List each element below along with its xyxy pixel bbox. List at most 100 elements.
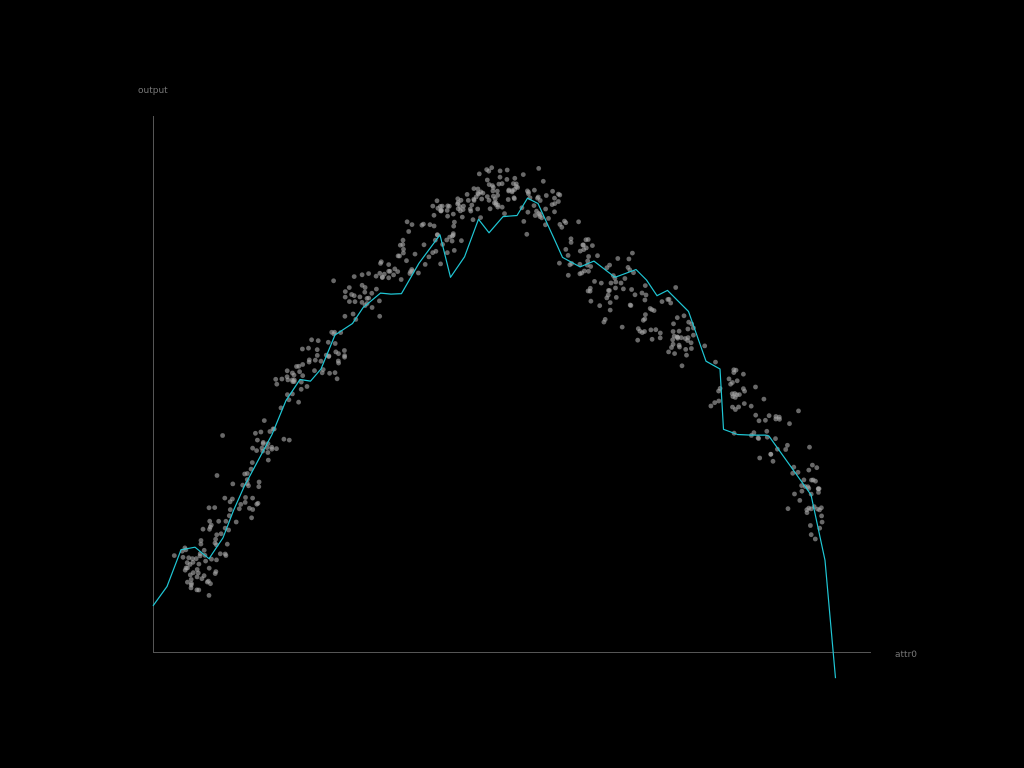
data-point [342, 289, 348, 294]
data-point [218, 531, 224, 537]
data-point [524, 231, 530, 237]
data-point [763, 417, 768, 423]
data-point [588, 298, 594, 304]
data-point [250, 495, 256, 501]
data-point [332, 370, 338, 376]
data-point [681, 313, 687, 319]
data-point [643, 312, 648, 317]
data-point [212, 505, 218, 510]
data-point [813, 478, 818, 484]
data-point [243, 495, 248, 500]
data-point [467, 206, 473, 212]
data-point [214, 532, 220, 538]
data-point [495, 192, 501, 198]
data-point [479, 196, 485, 202]
data-point [171, 553, 177, 558]
data-point [314, 347, 320, 353]
data-point [790, 470, 796, 476]
data-point [325, 339, 331, 345]
data-point [741, 371, 746, 377]
data-point [451, 223, 457, 229]
data-point [189, 581, 194, 586]
data-point [284, 374, 290, 380]
data-point [426, 254, 432, 260]
data-point [208, 522, 214, 528]
data-point [604, 295, 610, 301]
data-point [213, 569, 219, 574]
data-point [812, 536, 818, 542]
data-point [795, 469, 801, 475]
data-point [409, 222, 415, 228]
data-point [261, 418, 267, 423]
data-point [281, 436, 287, 442]
data-point [214, 473, 220, 478]
data-point [635, 337, 641, 343]
data-point [297, 369, 302, 375]
data-point [486, 197, 492, 203]
data-point [583, 245, 589, 251]
data-point [236, 506, 242, 512]
data-point [691, 332, 696, 338]
data-point [532, 213, 538, 218]
data-point [391, 272, 396, 278]
data-point [640, 317, 646, 323]
data-point [286, 437, 292, 443]
data-point [226, 527, 232, 533]
data-point [537, 212, 543, 217]
data-point [748, 403, 754, 409]
data-point [398, 277, 404, 282]
data-point [452, 219, 457, 225]
data-point [494, 188, 500, 194]
data-point [499, 204, 505, 210]
data-point [565, 272, 571, 278]
data-point [212, 540, 218, 546]
data-point [392, 266, 398, 272]
data-point [592, 279, 597, 284]
data-point [331, 278, 336, 284]
data-point [756, 418, 762, 424]
data-point [673, 285, 679, 290]
data-point [590, 243, 595, 249]
data-point [613, 279, 619, 285]
data-point [607, 300, 613, 305]
data-point [319, 370, 325, 376]
data-point [819, 513, 824, 519]
data-point [585, 237, 591, 242]
data-point [670, 341, 676, 347]
data-point [708, 403, 714, 409]
data-point [357, 294, 363, 300]
data-point [535, 194, 541, 200]
data-point [683, 347, 689, 352]
data-point [505, 197, 511, 202]
data-point [642, 297, 648, 303]
data-point [198, 541, 204, 547]
data-point [279, 376, 285, 382]
data-point [486, 168, 492, 174]
data-point [668, 300, 674, 306]
data-point [491, 193, 496, 199]
data-point [455, 201, 460, 207]
data-point [422, 262, 428, 267]
data-point [543, 206, 548, 212]
data-point [386, 262, 392, 267]
data-point [796, 408, 801, 414]
data-point [381, 271, 387, 277]
data-point [259, 445, 265, 451]
data-point [808, 523, 813, 528]
data-point [580, 242, 586, 248]
data-point [386, 275, 392, 281]
data-point [327, 370, 332, 376]
data-point [635, 326, 641, 332]
data-point [395, 253, 401, 259]
data-point [577, 271, 583, 277]
data-point [366, 295, 372, 301]
data-point [196, 561, 202, 567]
data-point [314, 353, 320, 358]
data-point [666, 349, 671, 355]
data-point [421, 242, 427, 248]
data-point [543, 193, 549, 198]
data-point [378, 259, 384, 265]
data-point [497, 168, 503, 174]
data-point [450, 232, 456, 238]
data-point [269, 446, 275, 452]
